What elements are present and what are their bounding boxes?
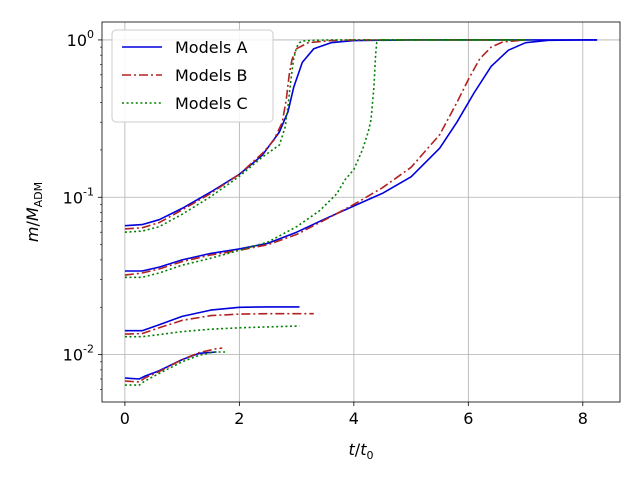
x-axis-label: t/t0 [349,440,374,462]
x-tick-label: 8 [578,409,588,428]
x-tick-label: 0 [120,409,130,428]
plot-frame [101,21,621,403]
x-tick-label: 6 [463,409,473,428]
x-tick-label: 2 [234,409,244,428]
y-tick-label: 10-2 [63,343,94,365]
y-tick-label: 100 [67,28,94,50]
legend-label: Models A [175,38,247,57]
series-line-model-c [124,325,300,338]
series-line-model-b [124,39,526,276]
legend-box [111,29,274,123]
series-line-model-a [124,306,300,332]
x-tick-label: 4 [349,409,359,428]
y-tick-label: 10-1 [63,185,94,207]
y-axis-label: m/MADM [23,182,45,242]
series-line-model-c [124,39,526,279]
legend: Models A Models B Models C [111,29,274,123]
series-line-model-b [124,39,526,230]
series-line-model-c [124,351,226,386]
axis-labels: t/t0 m/MADM [23,182,373,462]
series-layer [124,39,598,386]
series-line-model-b [124,312,314,335]
axis-ticks: 0 2 4 6 8 10-2 10-1 100 [63,28,588,428]
series-line-model-a [124,39,598,272]
series-line-model-c [124,39,532,233]
legend-label: Models C [175,94,248,113]
series-line-model-a [124,351,217,380]
legend-label: Models B [175,66,247,85]
